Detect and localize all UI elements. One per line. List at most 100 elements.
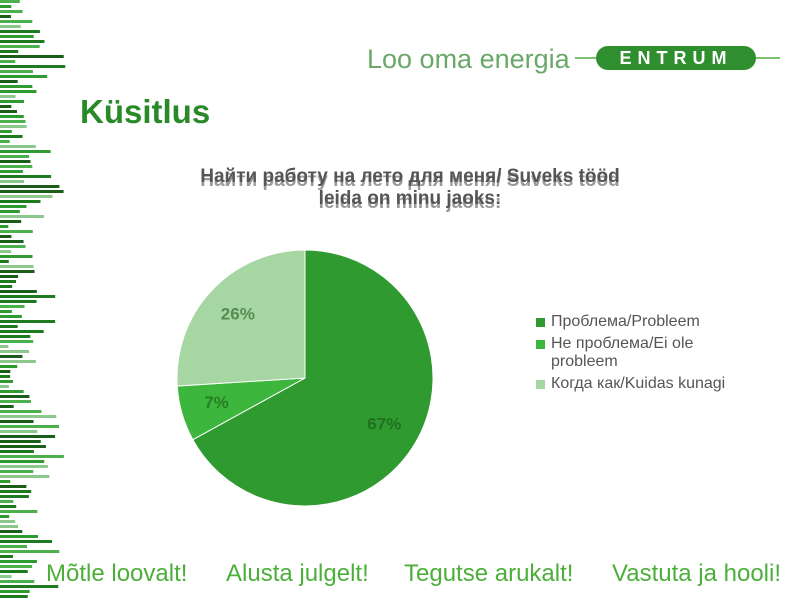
decor-bar — [0, 80, 18, 83]
decor-bar — [0, 520, 16, 523]
decor-bar — [0, 30, 40, 33]
decor-bar — [0, 305, 25, 308]
decor-bar — [0, 85, 33, 88]
decor-bar — [0, 265, 34, 268]
decor-bar — [0, 290, 37, 293]
decor-bar — [0, 130, 12, 133]
decor-bar — [0, 205, 27, 208]
decor-bar — [0, 555, 13, 558]
decor-bar — [0, 40, 45, 43]
decor-bar — [0, 235, 12, 238]
decor-bar — [0, 125, 27, 128]
decor-bar — [0, 345, 9, 348]
legend-swatch — [536, 380, 545, 389]
decor-bar — [0, 550, 60, 553]
decor-bar — [0, 50, 19, 53]
decor-bar — [0, 385, 9, 388]
pie-slice — [176, 249, 306, 387]
decor-bar — [0, 90, 37, 93]
legend-label: Проблема/Probleem — [551, 313, 700, 330]
decor-bar — [0, 185, 60, 188]
decor-bar — [0, 340, 34, 343]
decor-bar — [0, 45, 40, 48]
decor-bar — [0, 165, 33, 168]
decor-bar — [0, 55, 64, 58]
decor-bar — [0, 475, 50, 478]
decor-bar — [0, 280, 17, 283]
decor-bar — [0, 115, 24, 118]
decor-bar — [0, 585, 59, 588]
legend-item: Когда как/Kuidas kunagi — [536, 375, 746, 393]
legend: Проблема/Probleem Не проблема/Ei ole prob… — [536, 313, 746, 397]
decor-bar — [0, 310, 12, 313]
decor-bar — [0, 0, 20, 3]
footer-slogan: Mõtle loovalt! — [46, 560, 188, 587]
decor-bar — [0, 175, 52, 178]
decor-bar — [0, 455, 64, 458]
decor-bar — [0, 100, 25, 103]
decor-bar — [0, 495, 29, 498]
decor-bar — [0, 460, 45, 463]
chart-title: Найти работу на лето для меня/ Suveks tö… — [200, 166, 620, 209]
decor-bar — [0, 490, 32, 493]
decor-bar — [0, 540, 52, 543]
decor-bar — [0, 5, 12, 8]
decor-bar — [0, 150, 51, 153]
decor-bar — [0, 240, 24, 243]
decor-bar — [0, 485, 27, 488]
decor-bar — [0, 160, 31, 163]
decor-bar — [0, 190, 64, 193]
decor-bar — [0, 220, 22, 223]
decor-bar — [0, 35, 34, 38]
legend-swatch — [536, 318, 545, 327]
decor-bar — [0, 500, 14, 503]
decor-bar — [0, 545, 28, 548]
decor-bar — [0, 320, 56, 323]
decor-bar — [0, 465, 48, 468]
decor-bar — [0, 380, 13, 383]
footer-slogan: Vastuta ja hooli! — [612, 560, 781, 587]
legend-label: Когда как/Kuidas kunagi — [551, 375, 726, 392]
decor-bar — [0, 450, 34, 453]
decor-bar — [0, 270, 35, 273]
decor-bar — [0, 245, 26, 248]
decor-bar — [0, 225, 9, 228]
decor-bar — [0, 25, 21, 28]
decor-bar — [0, 70, 33, 73]
decor-bar — [0, 595, 28, 598]
tagline: Loo oma energia — [367, 44, 570, 74]
decor-bar — [0, 575, 12, 578]
decor-bar — [0, 580, 35, 583]
decor-bar — [0, 110, 18, 113]
decor-bar — [0, 335, 31, 338]
decor-bar — [0, 295, 56, 298]
decor-bar — [0, 325, 18, 328]
decor-bar — [0, 360, 36, 363]
footer-slogan: Tegutse arukalt! — [404, 560, 574, 587]
logo: ENTRUM — [596, 46, 756, 70]
decor-bar — [0, 445, 46, 448]
decor-bar — [0, 15, 11, 18]
decor-bar — [0, 350, 29, 353]
decor-bar — [0, 570, 28, 573]
legend-swatch — [536, 340, 545, 349]
decor-bar — [0, 95, 16, 98]
legend-item: Проблема/Probleem — [536, 313, 746, 331]
decor-bar — [0, 250, 12, 253]
decor-bar — [0, 120, 26, 123]
decor-bar — [0, 170, 23, 173]
decor-bar — [0, 525, 19, 528]
decor-bar — [0, 10, 23, 13]
decor-bar — [0, 395, 30, 398]
decor-bar — [0, 530, 23, 533]
decor-bar — [0, 400, 32, 403]
pie-slice — [192, 249, 434, 507]
decor-bar — [0, 330, 44, 333]
decor-bar — [0, 355, 23, 358]
decor-bar — [0, 155, 30, 158]
decor-bar — [0, 285, 13, 288]
decor-bar — [0, 195, 53, 198]
data-label: 67% — [367, 414, 401, 433]
